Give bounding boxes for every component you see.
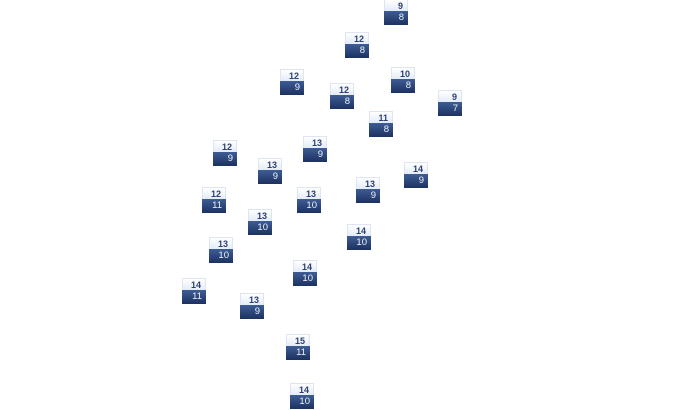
marker-top-value: 13 — [356, 177, 380, 189]
map-marker[interactable]: 14 9 — [404, 162, 428, 188]
marker-bottom-value: 9 — [213, 152, 237, 166]
marker-bottom-value: 7 — [438, 102, 462, 116]
map-marker[interactable]: 12 8 — [345, 32, 369, 58]
marker-top-value: 13 — [209, 237, 233, 249]
map-marker[interactable]: 13 9 — [258, 158, 282, 184]
marker-bottom-value: 11 — [286, 346, 310, 360]
marker-top-value: 13 — [303, 136, 327, 148]
marker-bottom-value: 8 — [384, 11, 408, 25]
marker-top-value: 14 — [290, 383, 314, 395]
marker-top-value: 15 — [286, 334, 310, 346]
marker-top-value: 10 — [391, 67, 415, 79]
marker-bottom-value: 11 — [182, 290, 206, 304]
marker-top-value: 12 — [330, 83, 354, 95]
marker-top-value: 14 — [293, 260, 317, 272]
marker-top-value: 12 — [213, 140, 237, 152]
marker-bottom-value: 10 — [293, 272, 317, 286]
marker-top-value: 14 — [182, 278, 206, 290]
marker-top-value: 9 — [438, 90, 462, 102]
marker-bottom-value: 10 — [347, 236, 371, 250]
marker-top-value: 14 — [404, 162, 428, 174]
marker-bottom-value: 8 — [330, 95, 354, 109]
marker-bottom-value: 8 — [391, 79, 415, 93]
marker-bottom-value: 8 — [345, 44, 369, 58]
map-marker[interactable]: 14 10 — [293, 260, 317, 286]
map-marker[interactable]: 12 8 — [330, 83, 354, 109]
map-marker[interactable]: 13 9 — [303, 136, 327, 162]
marker-top-value: 11 — [369, 111, 393, 123]
map-marker[interactable]: 14 10 — [347, 224, 371, 250]
map-marker[interactable]: 13 9 — [356, 177, 380, 203]
marker-bottom-value: 8 — [369, 123, 393, 137]
marker-top-value: 13 — [240, 293, 264, 305]
map-marker[interactable]: 14 11 — [182, 278, 206, 304]
map-marker[interactable]: 10 8 — [391, 67, 415, 93]
marker-bottom-value: 9 — [356, 189, 380, 203]
marker-top-value: 9 — [384, 0, 408, 11]
map-marker[interactable]: 14 10 — [290, 383, 314, 409]
map-marker[interactable]: 13 10 — [248, 209, 272, 235]
map-marker[interactable]: 15 11 — [286, 334, 310, 360]
map-marker[interactable]: 11 8 — [369, 111, 393, 137]
marker-bottom-value: 10 — [297, 199, 321, 213]
marker-bottom-value: 9 — [280, 81, 304, 95]
marker-top-value: 12 — [202, 187, 226, 199]
map-marker[interactable]: 12 11 — [202, 187, 226, 213]
marker-bottom-value: 11 — [202, 199, 226, 213]
marker-bottom-value: 10 — [248, 221, 272, 235]
marker-top-value: 13 — [297, 187, 321, 199]
marker-bottom-value: 10 — [290, 395, 314, 409]
marker-bottom-value: 9 — [303, 148, 327, 162]
marker-bottom-value: 9 — [258, 170, 282, 184]
marker-top-value: 14 — [347, 224, 371, 236]
map-marker[interactable]: 12 9 — [280, 69, 304, 95]
marker-top-value: 12 — [345, 32, 369, 44]
map-marker[interactable]: 12 9 — [213, 140, 237, 166]
marker-top-value: 13 — [258, 158, 282, 170]
marker-top-value: 13 — [248, 209, 272, 221]
map-marker[interactable]: 13 9 — [240, 293, 264, 319]
marker-top-value: 12 — [280, 69, 304, 81]
map-marker[interactable]: 13 10 — [297, 187, 321, 213]
map-marker[interactable]: 13 10 — [209, 237, 233, 263]
marker-bottom-value: 10 — [209, 249, 233, 263]
marker-bottom-value: 9 — [404, 174, 428, 188]
marker-bottom-value: 9 — [240, 305, 264, 319]
